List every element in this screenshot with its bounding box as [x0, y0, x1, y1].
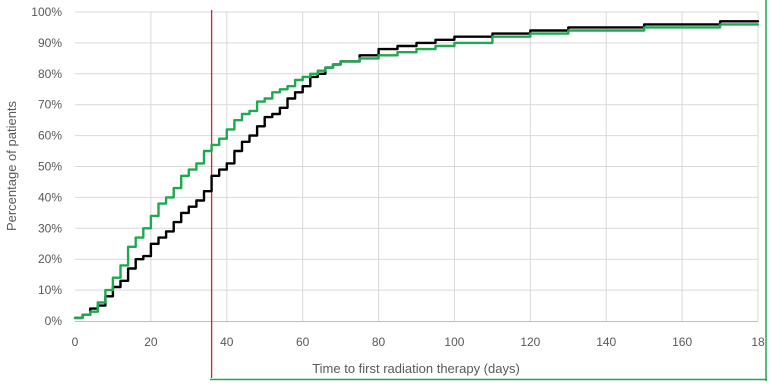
frame-lines: [210, 0, 767, 381]
x-axis-title: Time to first radiation therapy (days): [312, 361, 520, 376]
x-tick-label: 140: [596, 335, 616, 349]
x-tick-label: 100: [444, 335, 464, 349]
series-line: [73, 20, 760, 320]
x-tick-label: 20: [144, 335, 158, 349]
y-axis-title: Percentage of patients: [4, 100, 19, 231]
x-tick-label: 80: [372, 335, 386, 349]
axes: 0% 10% 20% 30% 40% 50% 60% 70% 80% 90% 100% 0 20 40 60…: [31, 5, 765, 349]
y-tick-label: 100%: [31, 5, 62, 19]
x-tick-label: 160: [672, 335, 692, 349]
series-line: [73, 23, 760, 320]
y-tick-label: 40%: [38, 190, 62, 204]
grid-lines: [75, 11, 759, 321]
y-tick-label: 90%: [38, 36, 62, 50]
y-tick-label: 10%: [38, 283, 62, 297]
y-tick-label: 50%: [38, 160, 62, 174]
y-tick-label: 80%: [38, 67, 62, 81]
y-tick-label: 70%: [38, 98, 62, 112]
x-tick-label: 40: [220, 335, 234, 349]
x-tick-label: 60: [296, 335, 310, 349]
x-tick-label: 0: [72, 335, 79, 349]
y-tick-label: 0%: [45, 314, 63, 328]
x-tick-label: 18: [751, 335, 765, 349]
x-tick-label: 120: [520, 335, 540, 349]
series-lines: [73, 20, 760, 320]
y-tick-label: 30%: [38, 221, 62, 235]
y-tick-label: 60%: [38, 129, 62, 143]
y-tick-label: 20%: [38, 252, 62, 266]
